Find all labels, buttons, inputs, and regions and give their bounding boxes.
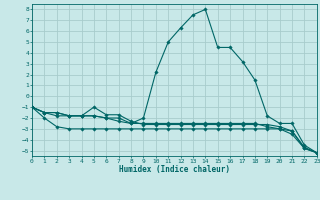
X-axis label: Humidex (Indice chaleur): Humidex (Indice chaleur)	[119, 165, 230, 174]
